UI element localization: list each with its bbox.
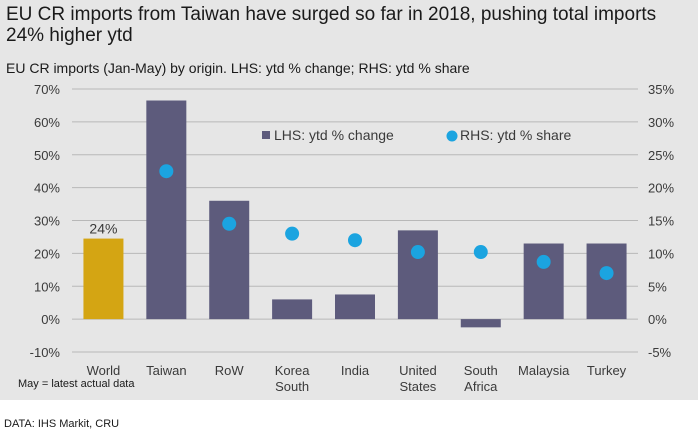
y-right-tick-label: 20% — [648, 181, 674, 196]
y-right-tick-label: -5% — [648, 345, 672, 360]
category-label: RoW — [215, 363, 245, 378]
y-left-tick-label: 30% — [34, 214, 60, 229]
y-left-tick-label: 50% — [34, 148, 60, 163]
share-point — [159, 164, 174, 179]
bar — [83, 238, 124, 320]
legend-dot-swatch — [446, 130, 458, 142]
share-point — [473, 245, 488, 260]
share-point — [285, 226, 300, 241]
bar — [460, 319, 501, 328]
y-right-tick-label: 15% — [648, 214, 674, 229]
y-right-tick-label: 35% — [648, 82, 674, 97]
y-right-tick-label: 10% — [648, 246, 674, 261]
category-label: States — [399, 379, 436, 394]
chart-subtitle: EU CR imports (Jan-May) by origin. LHS: … — [6, 60, 470, 76]
category-label: United — [399, 363, 437, 378]
category-label: Korea — [275, 363, 310, 378]
chart-title: EU CR imports from Taiwan have surged so… — [6, 4, 657, 46]
y-right-tick-label: 25% — [648, 148, 674, 163]
category-label: South — [464, 363, 498, 378]
category-label: India — [341, 363, 370, 378]
category-label: World — [87, 363, 121, 378]
bar — [397, 230, 438, 320]
y-right-tick-label: 5% — [648, 279, 667, 294]
y-left-tick-label: 10% — [34, 279, 60, 294]
source-note: DATA: IHS Markit, CRU — [4, 418, 120, 430]
share-point — [599, 266, 614, 281]
legend-label: RHS: ytd % share — [460, 127, 571, 143]
category-label: Taiwan — [146, 363, 186, 378]
footnote: May = latest actual data — [18, 378, 135, 390]
category-label: Africa — [464, 379, 498, 394]
y-left-tick-label: 40% — [34, 181, 60, 196]
bar — [523, 243, 564, 320]
y-left-tick-label: 20% — [34, 246, 60, 261]
y-left-tick-label: 0% — [41, 312, 60, 327]
chart-svg: -10% 0% 10% 20% 30% 40% 50% 60% 70% -5% 0% 5% 10% 15%… — [30, 82, 675, 394]
share-point — [410, 245, 425, 260]
y-right-tick-label: 30% — [648, 115, 674, 130]
y-right-tick-label: 0% — [648, 312, 667, 327]
bar — [335, 294, 375, 320]
legend-bar-swatch — [262, 131, 270, 139]
chart-panel — [0, 0, 698, 400]
y-left-tick-label: 60% — [34, 115, 60, 130]
category-label: Turkey — [587, 363, 627, 378]
bar-data-label: 24% — [89, 221, 117, 237]
bar — [146, 100, 187, 320]
share-point — [348, 233, 362, 248]
category-label: Malaysia — [518, 363, 570, 378]
bar — [272, 299, 313, 320]
share-point — [222, 216, 237, 231]
bar — [586, 243, 627, 320]
share-point — [536, 254, 551, 269]
category-label: South — [275, 379, 309, 394]
y-left-tick-label: -10% — [30, 345, 61, 360]
legend-label: LHS: ytd % change — [274, 127, 394, 143]
y-left-tick-label: 70% — [34, 82, 60, 97]
